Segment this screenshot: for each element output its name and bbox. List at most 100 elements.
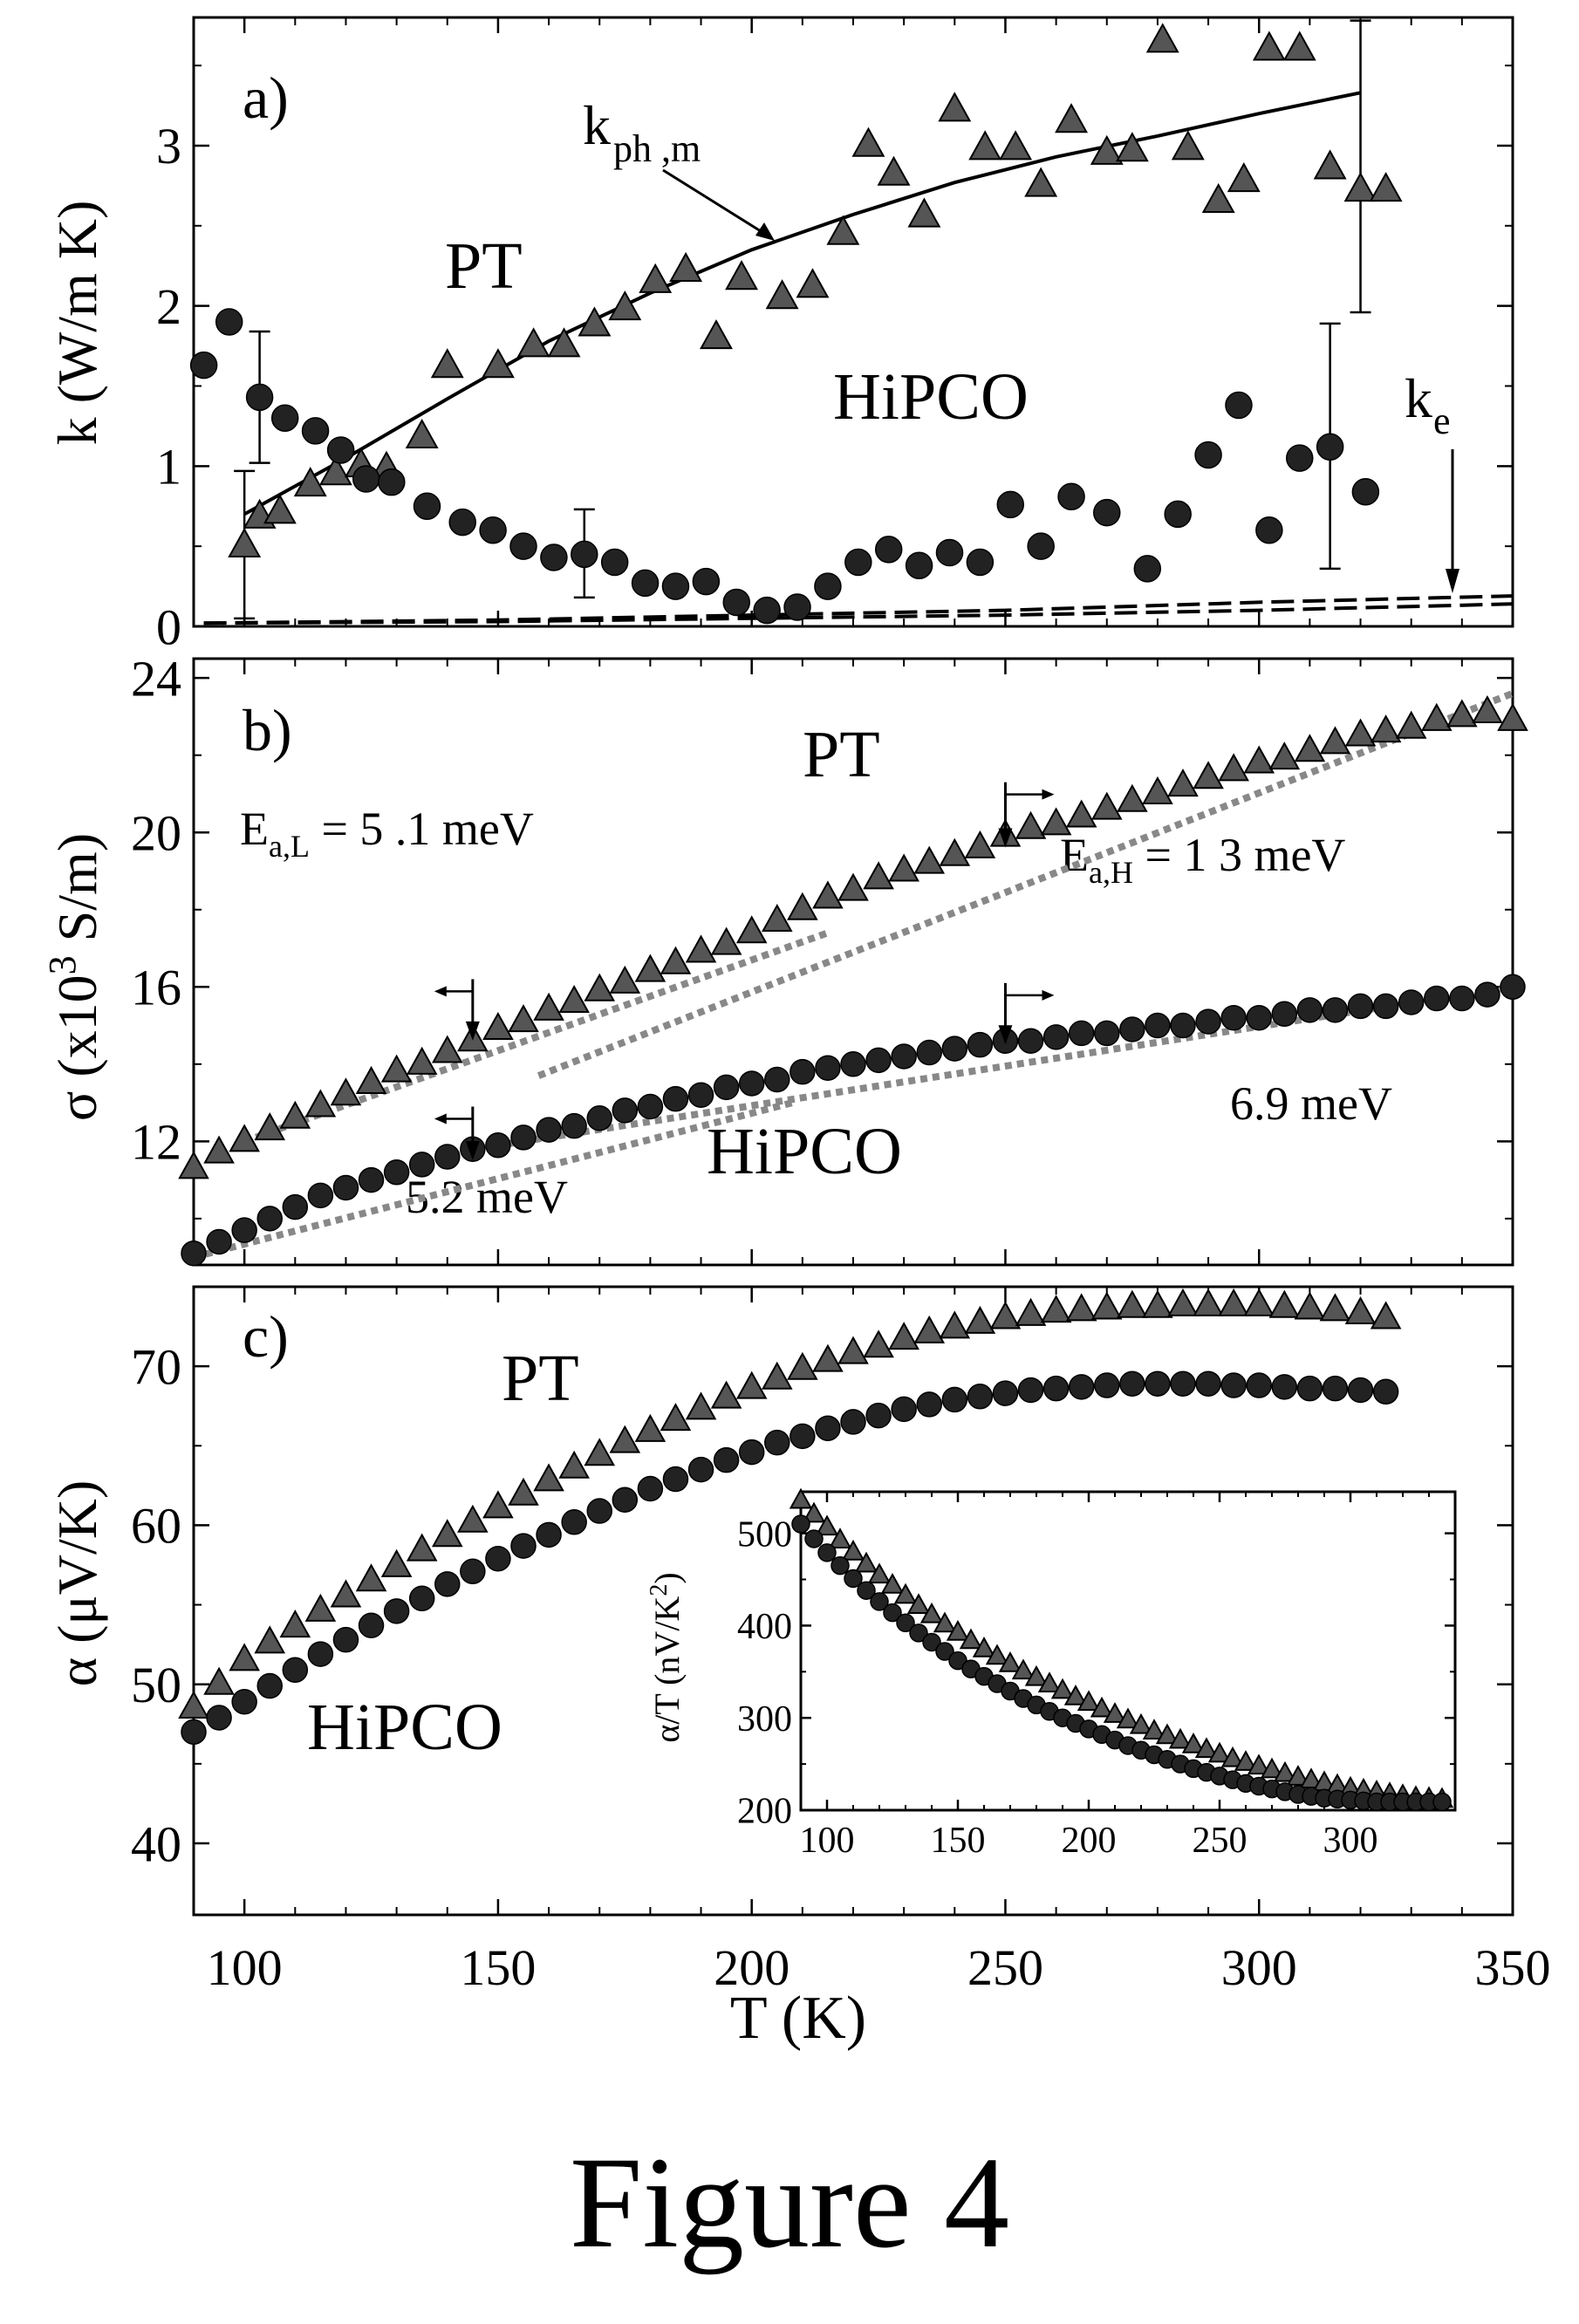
- panel-a-ytick-label: 2: [156, 278, 181, 335]
- ea-l-sub: a,L: [269, 829, 310, 864]
- panel-b-point-pt: [1015, 810, 1047, 839]
- panel-a-line-k-e-hipco: [203, 602, 1514, 625]
- ke-annotation: k e: [1405, 367, 1459, 593]
- panel-a-point-hipco: [1164, 500, 1192, 529]
- panel-b-point-pt: [1446, 699, 1478, 728]
- panel-c-point-pt: [761, 1361, 793, 1390]
- panel-a-ytick-label: 0: [156, 598, 181, 655]
- inset-xtick-label: 250: [1193, 1821, 1247, 1861]
- panel-c-point-hipco: [662, 1466, 689, 1493]
- panel-c-point-pt: [1065, 1293, 1097, 1322]
- panel-c-xtick-label: 350: [1475, 1939, 1551, 1996]
- panel-a-point-hipco: [1316, 433, 1344, 461]
- inset-ylabel-part2: ): [647, 1572, 687, 1583]
- inset-point-hipco: [896, 1613, 915, 1632]
- inset-point-pt: [1194, 1737, 1219, 1759]
- panel-b-point-hipco: [764, 1066, 790, 1093]
- panel-b-point-hipco: [1220, 1004, 1247, 1031]
- panel-b-transition-marker: [434, 979, 480, 1041]
- panel-b-point-hipco: [231, 1217, 257, 1243]
- marker-pointer-head: [1042, 789, 1055, 800]
- inset-point-hipco: [831, 1555, 850, 1576]
- inset-point-hipco: [857, 1581, 876, 1600]
- panel-c-point-pt: [939, 1310, 971, 1339]
- panel-c-point-hipco: [358, 1612, 385, 1639]
- panel-a-point-hipco: [1133, 555, 1162, 583]
- panel-b-point-pt: [482, 1011, 514, 1040]
- inset-point-pt: [1077, 1690, 1101, 1712]
- panel-c-point-pt: [431, 1519, 463, 1548]
- panel-b-conductivity: b) σ (x103 S/m) PT HiPCO Ea,L = 5 .1 meV…: [41, 650, 1528, 1267]
- inset-xtick-label: 300: [1323, 1821, 1378, 1861]
- panel-c-point-pt: [229, 1643, 260, 1671]
- panel-c-point-pt: [1370, 1301, 1402, 1329]
- panel-a-pt-label: PT: [445, 229, 523, 303]
- panel-a-point-pt: [1343, 172, 1377, 202]
- panel-c-xtick-label: 200: [714, 1939, 790, 1996]
- inset-point-pt: [1116, 1707, 1140, 1729]
- panel-b-point-pt: [304, 1089, 337, 1118]
- panel-b-point-hipco: [256, 1206, 283, 1232]
- panel-a-thermal-conductivity: a) k (W/m K) PT HiPCO k ph ,m k e 0 1 2 3: [46, 16, 1514, 655]
- panel-b-point-pt: [735, 915, 768, 944]
- inset-ylabel-part1: α/T (nV/K: [647, 1596, 687, 1743]
- inset-ytick-label: 500: [737, 1514, 792, 1555]
- panel-b-point-hipco: [1296, 997, 1323, 1023]
- panel-c-point-pt: [254, 1625, 286, 1654]
- panel-a-point-pt: [968, 130, 1002, 161]
- panel-c-point-pt: [1040, 1295, 1072, 1323]
- panel-b-point-hipco: [485, 1132, 511, 1159]
- panel-a-ylabel: k (W/m K): [46, 201, 108, 446]
- panel-c-point-hipco: [1347, 1377, 1374, 1404]
- kph-arrow-line: [662, 168, 769, 237]
- panel-a-point-pt: [405, 418, 439, 449]
- panel-c-ytick-label: 50: [131, 1657, 181, 1713]
- panel-c-point-pt: [1319, 1293, 1351, 1322]
- panel-c-point-pt: [837, 1336, 869, 1364]
- inset-frame: [799, 1490, 1457, 1812]
- panel-a-point-hipco: [479, 516, 507, 544]
- inset-point-pt: [1247, 1753, 1271, 1775]
- inset-point-pt: [959, 1628, 983, 1650]
- panel-a-point-pt: [1313, 149, 1347, 180]
- panel-c-point-hipco: [408, 1585, 435, 1612]
- panel-c-point-hipco: [840, 1409, 866, 1435]
- panel-a-point-pt: [547, 327, 581, 358]
- panel-b-point-pt: [558, 984, 590, 1013]
- inset-point-pt: [933, 1611, 957, 1633]
- panel-b-point-hipco: [1042, 1024, 1070, 1050]
- panel-a-point-pt: [669, 251, 703, 283]
- panel-c-point-pt: [1218, 1288, 1249, 1316]
- inset-point-pt: [1260, 1757, 1284, 1779]
- panel-b-point-pt: [1420, 702, 1453, 731]
- panel-a-point-hipco: [509, 532, 537, 560]
- panel-a-point-hipco: [753, 596, 781, 625]
- panel-b-point-hipco: [434, 1144, 461, 1170]
- panel-b-point-hipco: [1449, 985, 1475, 1012]
- inset-point-pt: [1220, 1746, 1245, 1767]
- panel-c-point-hipco: [941, 1386, 968, 1413]
- panel-c-point-hipco: [992, 1380, 1019, 1406]
- panel-a-point-hipco: [301, 417, 330, 445]
- panel-c-ytick-label: 60: [131, 1498, 181, 1555]
- panel-c-point-hipco: [231, 1688, 257, 1715]
- panel-b-point-pt: [660, 946, 692, 974]
- panel-c-pt-label: PT: [502, 1342, 579, 1415]
- panel-b-series-pt: [178, 694, 1528, 1179]
- inset-point-pt: [893, 1582, 918, 1604]
- panel-a-point-pt: [263, 494, 297, 524]
- panel-a-point-pt: [1055, 103, 1089, 133]
- panel-c-point-pt: [1294, 1291, 1326, 1320]
- panel-a-point-hipco: [905, 551, 933, 579]
- panel-b-point-pt: [1167, 769, 1199, 797]
- panel-c-point-pt: [685, 1391, 717, 1420]
- panel-a-point-hipco: [189, 351, 218, 379]
- panel-c-letter: c): [243, 1303, 289, 1370]
- panel-c-point-hipco: [1042, 1375, 1070, 1402]
- panel-c-point-pt: [710, 1380, 742, 1409]
- panel-c-point-hipco: [1220, 1372, 1247, 1398]
- panel-b-transition-marker: [998, 982, 1055, 1045]
- panel-a-point-hipco: [874, 536, 903, 564]
- panel-b-point-hipco: [332, 1174, 359, 1201]
- figure-caption: Figure 4: [569, 2130, 1010, 2275]
